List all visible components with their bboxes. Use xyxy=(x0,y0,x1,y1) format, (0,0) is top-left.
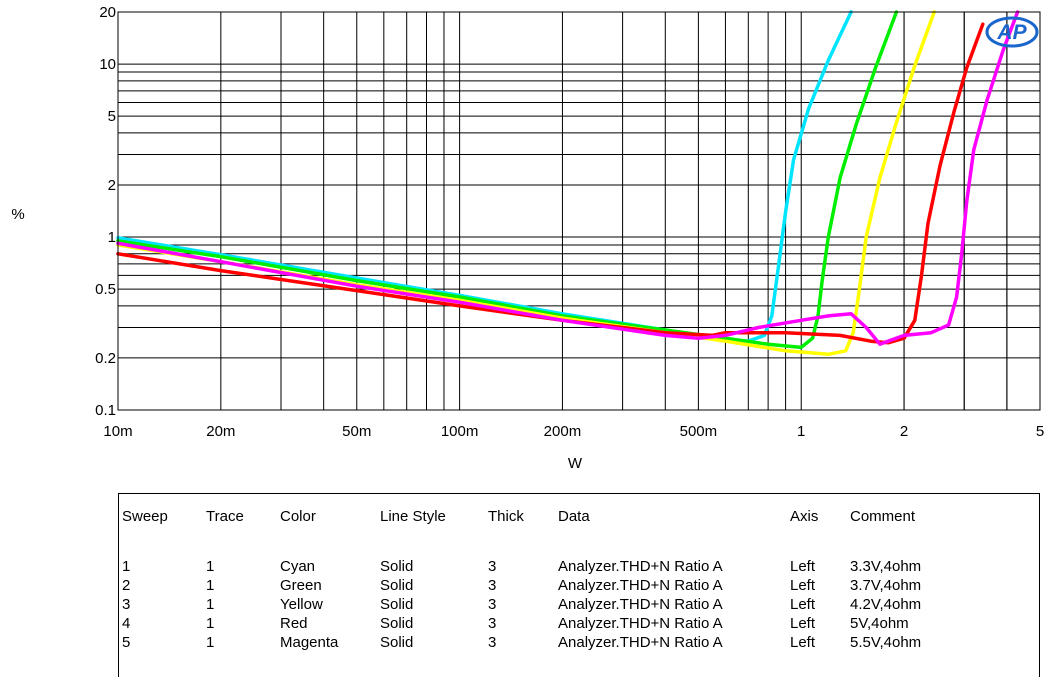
cell-axis: Left xyxy=(790,577,816,594)
table-row: 3 1 Yellow Solid 3 Analyzer.THD+N Ratio … xyxy=(119,595,1030,614)
cell-comment: 3.3V,4ohm xyxy=(850,558,922,575)
table-row: 2 1 Green Solid 3 Analyzer.THD+N Ratio A… xyxy=(119,576,1030,595)
cell-trace: 1 xyxy=(206,615,215,632)
y-tick-label: 0.1 xyxy=(95,402,116,419)
cell-data: Analyzer.THD+N Ratio A xyxy=(558,615,723,632)
ap-logo: AP xyxy=(985,16,1039,48)
header-comment: Comment xyxy=(850,507,916,525)
cell-axis: Left xyxy=(790,634,816,651)
y-tick-label: 0.5 xyxy=(95,281,116,298)
cell-data: Analyzer.THD+N Ratio A xyxy=(558,634,723,651)
x-tick-label: 2 xyxy=(900,423,908,440)
cell-sweep: 5 xyxy=(122,634,131,651)
cell-thick: 3 xyxy=(488,596,497,613)
cell-trace: 1 xyxy=(206,577,215,594)
cell-color: Cyan xyxy=(280,558,316,575)
header-line-style: Line Style xyxy=(380,507,446,525)
y-axis-label: % xyxy=(11,206,24,223)
cell-line-style: Solid xyxy=(380,615,414,632)
cell-color: Yellow xyxy=(280,596,323,613)
cell-line-style: Solid xyxy=(380,634,414,651)
cell-comment: 5V,4ohm xyxy=(850,615,909,632)
cell-axis: Left xyxy=(790,558,816,575)
cell-thick: 3 xyxy=(488,558,497,575)
x-tick-label: 100m xyxy=(441,423,479,440)
thd-vs-power-chart: 10m 20m 50m 100m 200m 500m 1 2 5 0.1 0.2 0.5 1 2 5 10 2… xyxy=(11,4,1044,472)
x-tick-label: 50m xyxy=(342,423,371,440)
cell-color: Green xyxy=(280,577,322,594)
y-tick-label: 0.2 xyxy=(95,350,116,367)
cell-data: Analyzer.THD+N Ratio A xyxy=(558,596,723,613)
cell-comment: 4.2V,4ohm xyxy=(850,596,922,613)
x-tick-label: 5 xyxy=(1036,423,1044,440)
cell-thick: 3 xyxy=(488,615,497,632)
table-row: 1 1 Cyan Solid 3 Analyzer.THD+N Ratio A … xyxy=(119,557,1030,576)
x-tick-label: 500m xyxy=(680,423,718,440)
cell-comment: 3.7V,4ohm xyxy=(850,577,922,594)
header-color: Color xyxy=(280,507,316,525)
plot-frame xyxy=(117,11,1041,411)
cell-thick: 3 xyxy=(488,634,497,651)
cell-color: Magenta xyxy=(280,634,339,651)
legend-header-row: Sweep Trace Color Line Style Thick Data … xyxy=(119,494,1030,538)
table-row: 4 1 Red Solid 3 Analyzer.THD+N Ratio A L… xyxy=(119,614,1030,633)
x-tick-labels: 10m 20m 50m 100m 200m 500m 1 2 5 xyxy=(103,423,1044,440)
cell-sweep: 1 xyxy=(122,558,131,575)
cell-trace: 1 xyxy=(206,558,215,575)
cell-axis: Left xyxy=(790,596,816,613)
series-line-1 xyxy=(116,10,853,343)
cell-color: Red xyxy=(280,615,308,632)
cell-data: Analyzer.THD+N Ratio A xyxy=(558,558,723,575)
y-tick-label: 5 xyxy=(108,108,116,125)
header-data: Data xyxy=(558,507,590,525)
cell-trace: 1 xyxy=(206,634,215,651)
cell-thick: 3 xyxy=(488,577,497,594)
y-tick-label: 2 xyxy=(108,177,116,194)
x-tick-label: 20m xyxy=(206,423,235,440)
cell-line-style: Solid xyxy=(380,596,414,613)
cell-trace: 1 xyxy=(206,596,215,613)
series-line-5 xyxy=(116,10,1020,346)
cell-data: Analyzer.THD+N Ratio A xyxy=(558,577,723,594)
x-tick-label: 200m xyxy=(544,423,582,440)
header-thick: Thick xyxy=(488,507,524,525)
x-tick-label: 1 xyxy=(797,423,805,440)
cell-sweep: 2 xyxy=(122,577,131,594)
x-axis-label: W xyxy=(568,455,583,472)
cell-comment: 5.5V,4ohm xyxy=(850,634,922,651)
y-tick-labels: 0.1 0.2 0.5 1 2 5 10 20 xyxy=(95,4,116,419)
header-axis: Axis xyxy=(790,507,819,525)
header-sweep: Sweep xyxy=(122,507,168,525)
cell-sweep: 3 xyxy=(122,596,131,613)
series-group xyxy=(116,10,1020,357)
ap-logo-text: AP xyxy=(996,21,1027,44)
y-tick-label: 20 xyxy=(99,4,116,21)
series-line-2 xyxy=(116,10,899,350)
sweep-legend-table: Sweep Trace Color Line Style Thick Data … xyxy=(118,493,1040,677)
cell-line-style: Solid xyxy=(380,577,414,594)
series-line-4 xyxy=(116,22,985,345)
cell-line-style: Solid xyxy=(380,558,414,575)
x-tick-label: 10m xyxy=(103,423,132,440)
header-trace: Trace xyxy=(206,507,244,525)
cell-axis: Left xyxy=(790,615,816,632)
ap-logo-ring xyxy=(985,16,1039,48)
y-tick-label: 10 xyxy=(99,56,116,73)
table-row: 5 1 Magenta Solid 3 Analyzer.THD+N Ratio… xyxy=(119,633,1030,652)
y-tick-label: 1 xyxy=(108,229,116,246)
cell-sweep: 4 xyxy=(122,615,131,632)
